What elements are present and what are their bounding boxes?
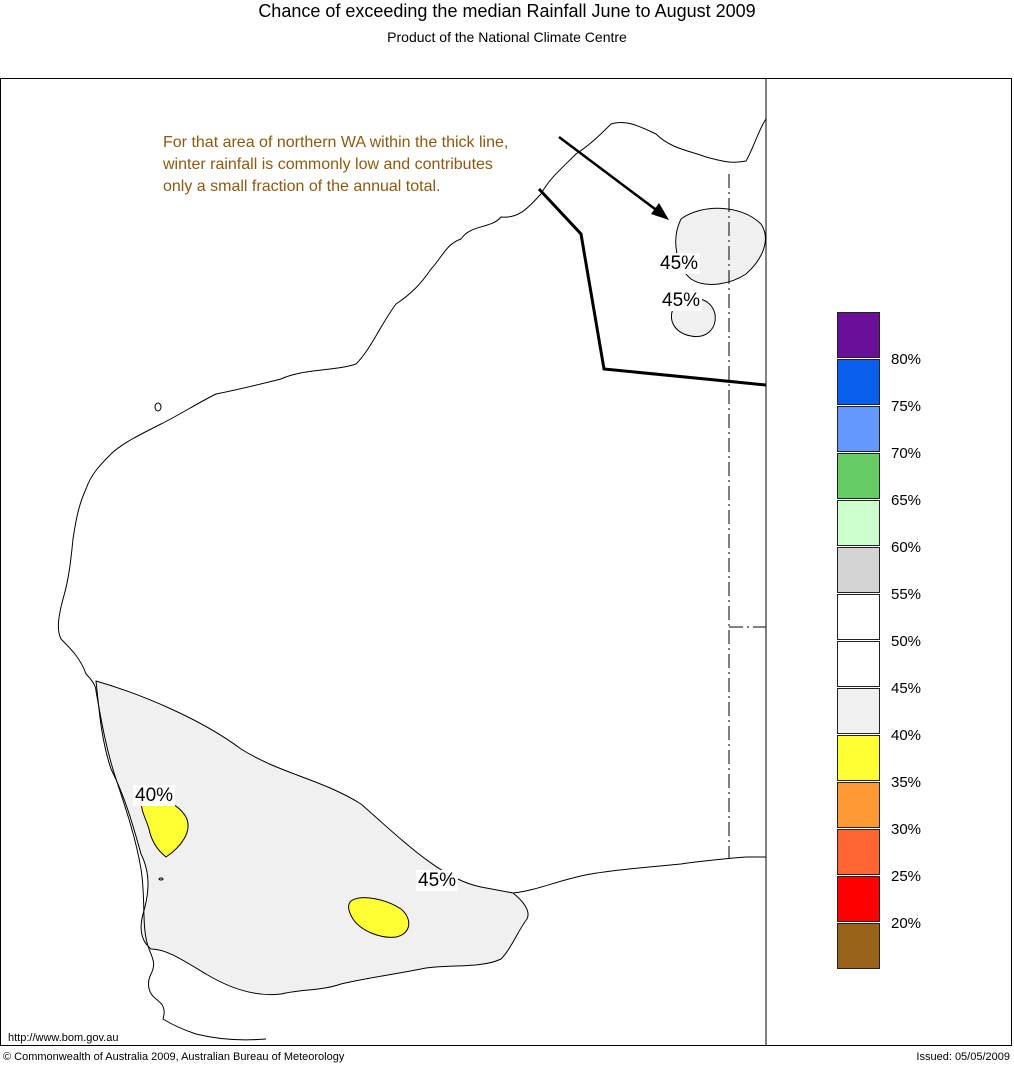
legend-swatch bbox=[837, 406, 880, 452]
legend-label: 60% bbox=[891, 539, 922, 556]
kimberley-coast bbox=[540, 118, 767, 195]
coastline bbox=[57, 193, 542, 1041]
annotation-line: For that area of northern WA within the … bbox=[163, 134, 509, 151]
legend-swatch bbox=[837, 500, 880, 546]
legend-swatch bbox=[837, 735, 880, 781]
page-title: Chance of exceeding the median Rainfall … bbox=[258, 1, 756, 21]
legend-label: 70% bbox=[891, 445, 922, 462]
legend-swatch bbox=[837, 782, 880, 828]
annotation-arrow bbox=[558, 136, 664, 216]
legend-swatch bbox=[837, 876, 880, 922]
thick-boundary-line bbox=[537, 187, 767, 387]
south-coastline bbox=[512, 856, 766, 894]
legend-label: 40% bbox=[891, 727, 922, 744]
legend-label: 55% bbox=[891, 586, 922, 603]
rainfall-map bbox=[57, 79, 767, 1045]
map-label-north-upper: 45% bbox=[658, 253, 701, 274]
southwest-shaded-region bbox=[95, 680, 529, 996]
page-subtitle: Product of the National Climate Centre bbox=[387, 29, 627, 45]
legend-swatch bbox=[837, 923, 880, 969]
legend-label: 35% bbox=[891, 774, 922, 791]
legend-label: 25% bbox=[891, 868, 922, 885]
legend-label: 30% bbox=[891, 821, 922, 838]
annotation-line: only a small fraction of the annual tota… bbox=[163, 178, 441, 195]
copyright-notice: © Commonwealth of Australia 2009, Austra… bbox=[3, 1051, 345, 1063]
map-frame bbox=[0, 78, 1012, 1046]
legend-swatch bbox=[837, 312, 880, 358]
island bbox=[158, 877, 164, 881]
legend-swatch bbox=[837, 688, 880, 734]
issued-date: Issued: 05/05/2009 bbox=[916, 1051, 1010, 1063]
legend-swatch bbox=[837, 594, 880, 640]
legend-swatch bbox=[837, 547, 880, 593]
legend-swatch bbox=[837, 453, 880, 499]
legend-label: 75% bbox=[891, 398, 922, 415]
map-annotation: For that area of northern WA within the … bbox=[163, 132, 583, 198]
legend-label: 45% bbox=[891, 680, 922, 697]
legend-label: 80% bbox=[891, 351, 922, 368]
legend-label: 65% bbox=[891, 492, 922, 509]
source-url: http://www.bom.gov.au bbox=[8, 1032, 119, 1044]
state-border bbox=[728, 174, 766, 859]
yellow-patch-south bbox=[348, 897, 410, 938]
legend-swatch bbox=[837, 829, 880, 875]
arrow-head bbox=[651, 203, 669, 220]
legend-label: 50% bbox=[891, 633, 922, 650]
legend-swatch bbox=[837, 641, 880, 687]
map-label-north-lower: 45% bbox=[660, 290, 703, 311]
legend-label: 20% bbox=[891, 915, 922, 932]
map-label-south: 45% bbox=[416, 870, 459, 891]
annotation-line: winter rainfall is commonly low and cont… bbox=[163, 156, 493, 173]
map-label-southwest: 40% bbox=[133, 785, 176, 806]
island bbox=[154, 402, 162, 412]
legend-swatch bbox=[837, 359, 880, 405]
